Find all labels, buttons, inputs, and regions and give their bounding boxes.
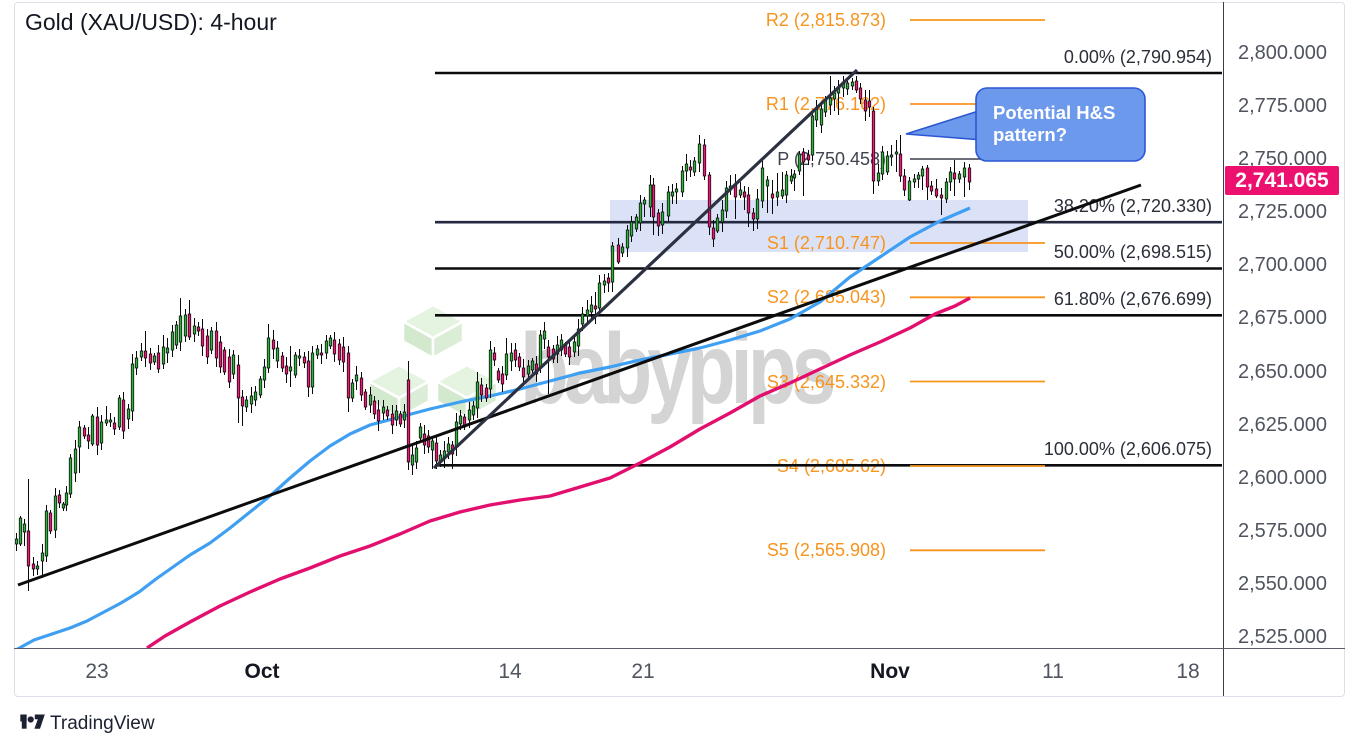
svg-text:P (2,750.458): P (2,750.458) <box>777 149 886 169</box>
svg-text:0.00% (2,790.954): 0.00% (2,790.954) <box>1064 47 1212 67</box>
svg-text:TradingView: TradingView <box>50 713 155 734</box>
svg-text:50.00% (2,698.515): 50.00% (2,698.515) <box>1054 242 1212 262</box>
svg-text:babypips: babypips <box>520 314 833 426</box>
svg-text:S1 (2,710.747): S1 (2,710.747) <box>767 233 886 253</box>
svg-text:pattern?: pattern? <box>993 124 1067 145</box>
svg-text:Potential H&S: Potential H&S <box>993 102 1115 123</box>
svg-text:61.80% (2,676.699): 61.80% (2,676.699) <box>1054 289 1212 309</box>
svg-text:S5 (2,565.908): S5 (2,565.908) <box>767 540 886 560</box>
svg-text:S3 (2,645.332): S3 (2,645.332) <box>767 372 886 392</box>
svg-text:R2 (2,815.873): R2 (2,815.873) <box>766 10 886 30</box>
svg-text:100.00% (2,606.075): 100.00% (2,606.075) <box>1044 439 1212 459</box>
